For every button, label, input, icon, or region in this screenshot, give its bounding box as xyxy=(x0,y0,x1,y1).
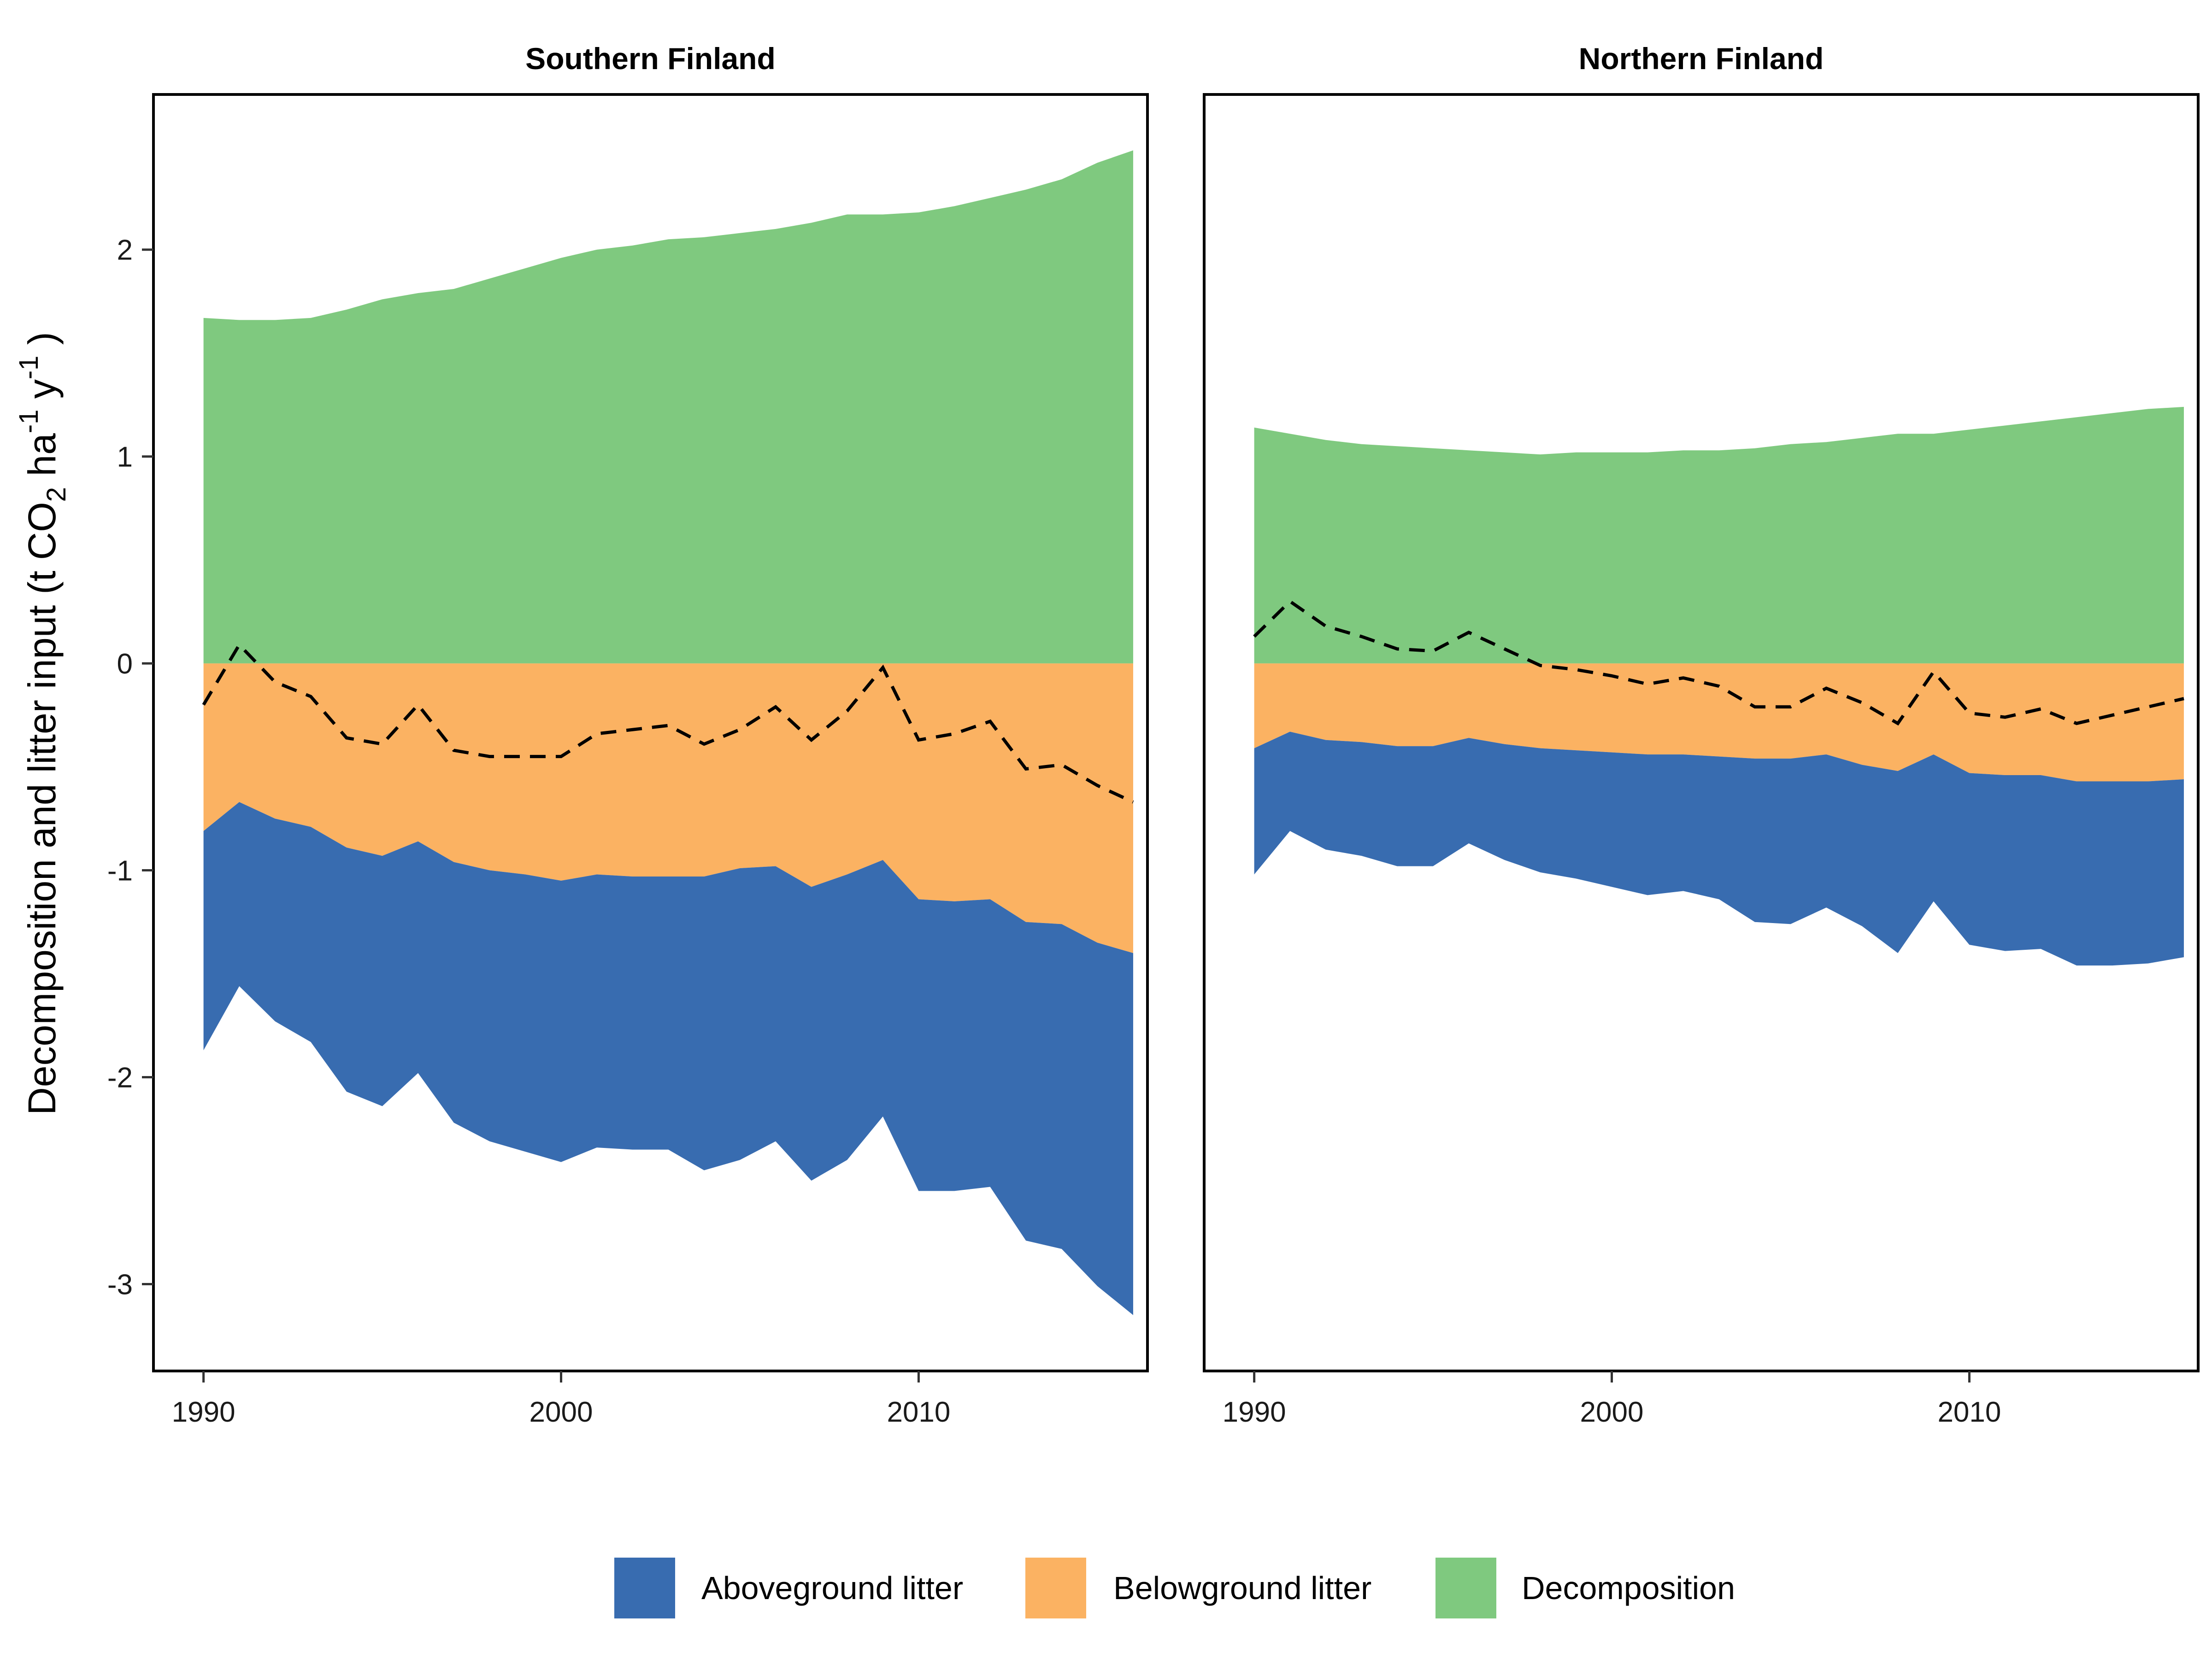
area-decomposition xyxy=(1254,406,2184,664)
x-tick-label-1990: 1990 xyxy=(1223,1396,1286,1428)
y-axis-title-close: ) xyxy=(20,332,64,355)
panel-title: Southern Finland xyxy=(525,41,776,76)
panel-border xyxy=(1203,93,2200,1372)
y-axis-title-y: y xyxy=(20,379,64,409)
y-tick-label-1: 1 xyxy=(117,441,133,473)
area-belowground-litter xyxy=(203,663,1133,953)
y-tick-label-0: 0 xyxy=(117,648,133,680)
panel-border xyxy=(152,93,1149,1372)
legend-label-aboveground: Aboveground litter xyxy=(701,1570,963,1606)
legend-swatch-decomposition xyxy=(1435,1558,1496,1618)
area-aboveground-litter xyxy=(1254,731,2184,966)
area-decomposition xyxy=(203,150,1133,664)
area-belowground-litter xyxy=(1254,663,2184,782)
net-balance-line xyxy=(1253,599,2184,726)
panel-northern-finland: Northern Finland 1990 2000 2010 xyxy=(1203,41,2200,1428)
legend-swatch-aboveground xyxy=(614,1558,675,1618)
x-tick-label-2010: 2010 xyxy=(1937,1396,2001,1428)
panel-title: Northern Finland xyxy=(1579,41,1824,76)
y-axis-title: Decomposition and litter input (t CO2 ha… xyxy=(14,332,71,1115)
y-axis-title-sub: 2 xyxy=(41,487,71,502)
x-tick-label-1990: 1990 xyxy=(172,1396,235,1428)
legend-label-decomposition: Decomposition xyxy=(1522,1570,1735,1606)
legend: Aboveground litter Belowground litter De… xyxy=(614,1558,1735,1618)
y-axis-title-main: Decomposition and litter input (t CO xyxy=(20,502,64,1115)
area-aboveground-litter xyxy=(203,802,1133,1315)
y-tick-label-3: -3 xyxy=(107,1269,133,1300)
y-tick-label-1: -1 xyxy=(107,855,133,887)
x-tick-label-2000: 2000 xyxy=(1580,1396,1644,1428)
y-axis-title-sup2: -1 xyxy=(14,356,44,380)
y-axis-title-sup1: -1 xyxy=(14,410,44,434)
y-tick-label-2: -2 xyxy=(107,1062,133,1094)
x-tick-label-2000: 2000 xyxy=(529,1396,593,1428)
legend-label-belowground: Belowground litter xyxy=(1113,1570,1371,1606)
panel-southern-finland: Southern Finland 1990 2000 2010 -3 -2 -1 0 1 2 xyxy=(107,41,1149,1428)
y-axis-title-ha: ha xyxy=(20,433,64,487)
x-tick-label-2010: 2010 xyxy=(887,1396,950,1428)
legend-swatch-belowground xyxy=(1025,1558,1086,1618)
y-tick-label-2: 2 xyxy=(117,235,133,266)
